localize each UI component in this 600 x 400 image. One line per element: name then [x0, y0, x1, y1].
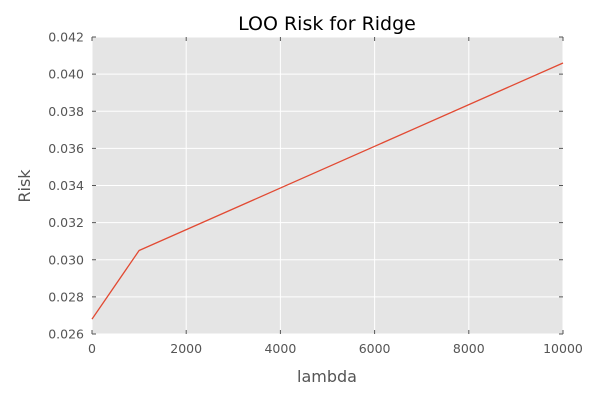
y-tick-label: 0.042: [48, 30, 84, 45]
y-tick-label: 0.034: [48, 178, 84, 193]
grid-lines: [91, 36, 564, 335]
y-tick-label: 0.032: [48, 215, 84, 230]
y-tick-label: 0.038: [48, 104, 84, 119]
x-tick-label: 0: [88, 341, 96, 356]
series-layer: [91, 62, 564, 320]
x-tick-labels: 0 2000 4000 6000 8000 10000: [88, 341, 583, 356]
x-tick-label: 6000: [359, 341, 391, 356]
y-tick-label: 0.028: [48, 289, 84, 304]
x-axis-label: lambda: [297, 367, 357, 386]
chart-title: LOO Risk for Ridge: [238, 13, 416, 35]
series-line: [91, 62, 564, 320]
y-tick-label: 0.026: [48, 327, 84, 342]
x-tick-label: 4000: [264, 341, 296, 356]
x-tick-label: 8000: [453, 341, 485, 356]
y-axis-label: Risk: [15, 169, 34, 203]
x-tick-label: 2000: [170, 341, 202, 356]
y-tick-labels: 0.026 0.028 0.030 0.032 0.034 0.036 0.038 0.040…: [48, 30, 84, 342]
y-tick-label: 0.036: [48, 141, 84, 156]
y-tick-label: 0.030: [48, 252, 84, 267]
axis-ticks: [91, 36, 564, 335]
y-tick-label: 0.040: [48, 67, 84, 82]
x-tick-label: 10000: [543, 341, 583, 356]
